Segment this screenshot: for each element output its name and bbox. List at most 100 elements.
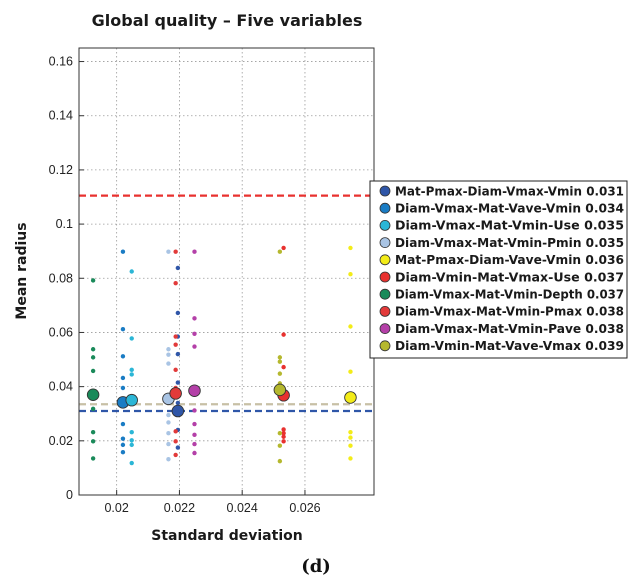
scatter-point [348, 435, 353, 440]
scatter-point [277, 458, 283, 464]
scatter-point [175, 380, 181, 385]
scatter-point [120, 375, 126, 381]
scatter-point [281, 427, 286, 432]
scatter-point [277, 359, 283, 364]
scatter-point [175, 265, 181, 271]
grid-lines [79, 48, 374, 495]
scatter-point [192, 344, 197, 349]
scatter-point [281, 245, 286, 251]
legend-label: Diam-Vmax-Mat-Vmin-Pmin 0.035 [395, 236, 624, 250]
legend-label: Diam-Vmax-Mat-Vmin-Pave 0.038 [395, 322, 624, 336]
scatter-point [192, 432, 197, 438]
legend-marker [379, 219, 391, 231]
scatter-point [90, 429, 96, 435]
scatter-point [348, 429, 353, 435]
scatter-point [90, 439, 96, 444]
scatter-point [166, 431, 171, 436]
y-tick-label: 0.14 [49, 109, 73, 123]
scatter-point [281, 332, 286, 337]
scatter-point [120, 442, 126, 448]
scatter-point [281, 439, 286, 444]
scatter-point [173, 334, 178, 339]
scatter-point [120, 436, 126, 441]
scatter-point [277, 371, 283, 376]
scatter-point [173, 367, 178, 373]
legend-label: Diam-Vmax-Mat-Vmin-Use 0.035 [395, 219, 624, 233]
scatter-point [166, 352, 171, 357]
y-tick-label: 0.12 [49, 163, 73, 177]
scatter-point [166, 347, 171, 352]
scatter-point [192, 408, 197, 413]
scatter-point [120, 449, 126, 455]
scatter-point [90, 347, 96, 352]
mean-marker [273, 383, 287, 397]
scatter-point [90, 456, 96, 461]
scatter-point [129, 442, 134, 448]
scatter-point [175, 310, 181, 316]
legend-label: Diam-Vmax-Mat-Vave-Vmin 0.034 [395, 202, 624, 216]
legend-label: Diam-Vmin-Mat-Vmax-Use 0.037 [395, 270, 624, 284]
legend-marker [379, 237, 391, 249]
scatter-point [277, 249, 283, 254]
scatter-point [277, 431, 283, 436]
legend-label: Diam-Vmax-Mat-Vmin-Pmax 0.038 [395, 305, 624, 319]
legend-marker [379, 288, 391, 300]
legend-label: Mat-Pmax-Diam-Vmax-Vmin 0.031 [395, 184, 624, 198]
legend-marker [379, 340, 391, 352]
chart-title: Global quality – Five variables [92, 11, 363, 30]
scatter-point [192, 249, 197, 254]
scatter-point [166, 457, 171, 462]
scatter-point [129, 460, 134, 466]
scatter-point [192, 331, 197, 337]
scatter-point [348, 245, 353, 251]
x-tick-label: 0.026 [289, 501, 320, 515]
scatter-point [129, 336, 134, 341]
scatter-point [120, 249, 126, 254]
scatter-point [192, 441, 197, 447]
scatter-point [90, 406, 96, 412]
mean-marker [169, 387, 182, 400]
scatter-point [175, 445, 181, 450]
scatter-point [175, 400, 181, 406]
scatter-point [173, 429, 178, 434]
mean-marker [125, 393, 138, 407]
scatter-point [120, 354, 126, 359]
scatter-point [129, 372, 134, 377]
scatter-point [120, 385, 126, 391]
scatter-point [120, 327, 126, 332]
legend-box [369, 180, 628, 359]
scatter-point [166, 361, 171, 366]
x-tick-label: 0.022 [164, 501, 195, 515]
scatter-point [166, 441, 171, 447]
y-tick-label: 0.06 [49, 325, 73, 339]
scatter-point [192, 421, 197, 427]
mean-marker [86, 388, 100, 402]
y-tick-label: 0.08 [49, 271, 73, 285]
scatter-point [173, 280, 178, 286]
scatter-point [281, 431, 286, 436]
scatter-point [348, 272, 353, 277]
scatter-point [277, 443, 283, 448]
x-axis-label: Standard deviation [151, 528, 302, 544]
scatter-point [90, 278, 96, 283]
y-tick-label: 0.16 [49, 55, 73, 69]
legend-label: Diam-Vmax-Mat-Vmin-Depth 0.037 [395, 288, 624, 302]
plot-frame [78, 47, 375, 496]
x-tick-label: 0.024 [227, 501, 258, 515]
legend-marker [379, 323, 391, 335]
scatter-point [348, 456, 353, 461]
data-points [90, 245, 353, 466]
y-tick-label: 0.02 [49, 434, 73, 448]
x-tick-label: 0.02 [104, 501, 128, 515]
scatter-point [348, 324, 353, 329]
y-tick-label: 0.04 [49, 380, 73, 394]
scatter-point [173, 249, 178, 254]
scatter-point [192, 450, 197, 456]
scatter-point [129, 269, 134, 274]
legend-marker [379, 202, 391, 214]
axis-ticks: 0 0.02 0.04 0.06 0.08 0.1 0.12 0.14 0.16 0.02 0.02… [49, 55, 321, 515]
scatter-point [173, 452, 178, 458]
legend-label: Diam-Vmin-Mat-Vave-Vmax 0.039 [395, 339, 624, 353]
mean-markers [86, 383, 357, 418]
legend: Mat-Pmax-Diam-Vmax-Vmin 0.031 Diam-Vmax-M… [369, 180, 628, 359]
